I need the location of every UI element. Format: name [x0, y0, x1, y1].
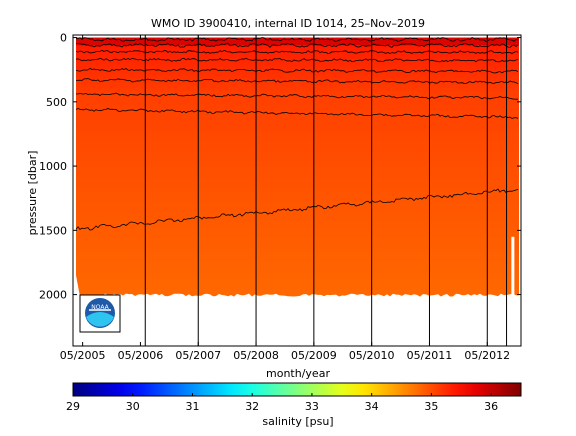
year-lines	[144, 35, 508, 346]
colorbar-tick-label: 29	[66, 400, 80, 413]
colorbar-tick-label: 35	[424, 400, 438, 413]
colorbar-tick-label: 36	[484, 400, 498, 413]
contour-line	[75, 108, 519, 119]
salinity-field	[76, 37, 519, 299]
noaa-logo: NOAA	[79, 294, 121, 333]
contour-line	[75, 37, 519, 42]
logo-text: NOAA	[91, 304, 109, 311]
x-tick-label: 05/2009	[291, 349, 337, 362]
salinity-field-area	[76, 37, 519, 297]
contour-line	[75, 188, 519, 231]
contour-line	[75, 78, 519, 85]
colorbar-tick-label: 30	[126, 400, 140, 413]
colorbar: 29 30 31 32 33 34 35 36	[66, 382, 522, 413]
contour-lines	[75, 37, 519, 231]
colorbar-label: salinity [psu]	[262, 415, 333, 428]
contour-line	[75, 57, 519, 63]
contour-line	[75, 92, 518, 100]
colorbar-tick-label: 33	[305, 400, 319, 413]
y-tick-label: 1500	[39, 224, 67, 237]
x-tick-label: 05/2008	[233, 349, 279, 362]
colorbar-gradient	[72, 382, 522, 397]
x-tick-label: 05/2006	[118, 349, 164, 362]
y-tick-label: 1000	[39, 160, 67, 173]
colorbar-tick-label: 32	[245, 400, 259, 413]
x-axis-label: month/year	[266, 367, 330, 380]
x-tick-label: 05/2010	[349, 349, 395, 362]
y-axis-label: pressure [dbar]	[26, 151, 39, 236]
contour-line	[75, 67, 519, 74]
colorbar-ticks: 29 30 31 32 33 34 35 36	[66, 393, 498, 413]
x-tick-label: 05/2005	[60, 349, 106, 362]
contour-line	[75, 49, 519, 55]
x-tick-label: 05/2012	[464, 349, 510, 362]
missing-data-gap	[511, 236, 515, 299]
contour-line	[75, 42, 519, 48]
y-tick-label: 500	[46, 96, 67, 109]
surface-salinity-band	[76, 37, 519, 46]
y-tick-label: 0	[60, 32, 67, 45]
x-tick-label: 05/2007	[175, 349, 221, 362]
colorbar-tick-label: 31	[185, 400, 199, 413]
plot-area: 05/2005 05/2006 05/2007 05/2008 05/2009 05/20…	[39, 32, 522, 362]
colorbar-tick-label: 34	[365, 400, 379, 413]
chart-title: WMO ID 3900410, internal ID 1014, 25–Nov…	[151, 17, 425, 30]
plot-border	[72, 34, 522, 347]
x-tick-label: 05/2011	[407, 349, 453, 362]
y-tick-label: 2000	[39, 289, 67, 302]
y-axis-ticks: 0 500 1000 1500 2000	[39, 32, 521, 302]
x-axis-ticks: 05/2005 05/2006 05/2007 05/2008 05/2009 05/20…	[60, 35, 510, 362]
